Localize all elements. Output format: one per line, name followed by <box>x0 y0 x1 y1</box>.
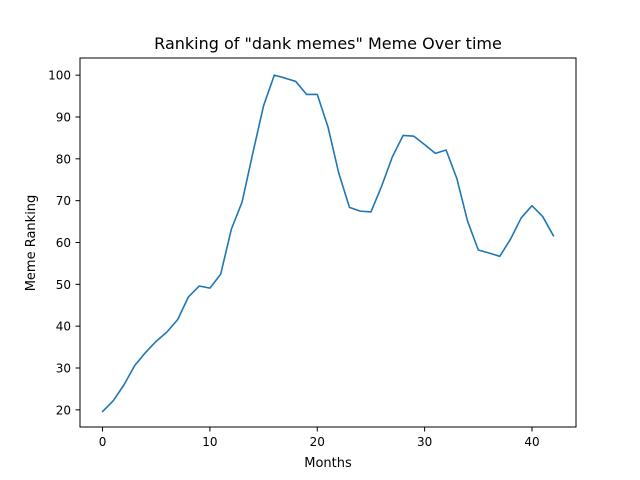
x-axis: 0 10 20 30 40 <box>99 427 540 449</box>
y-tick-label: 90 <box>56 110 71 124</box>
y-tick-label: 20 <box>56 403 71 417</box>
plot-frame <box>79 57 577 428</box>
y-tick-label: 100 <box>48 69 71 83</box>
y-tick-label: 30 <box>56 362 71 376</box>
x-tick-label: 0 <box>99 435 107 449</box>
chart-title: Ranking of "dank memes" Meme Over time <box>154 34 502 53</box>
x-axis-label: Months <box>304 456 352 471</box>
plot-area <box>79 57 577 428</box>
y-tick-label: 60 <box>56 236 71 250</box>
y-axis: 20 30 40 50 60 70 80 90 100 <box>48 69 80 417</box>
y-tick-label: 40 <box>56 320 71 334</box>
x-tick-label: 30 <box>417 435 432 449</box>
y-tick-label: 80 <box>56 152 71 166</box>
series-line-0 <box>101 74 555 413</box>
y-tick-label: 70 <box>56 194 71 208</box>
x-tick-label: 40 <box>524 435 539 449</box>
y-tick-label: 50 <box>56 278 71 292</box>
x-tick-label: 10 <box>202 435 217 449</box>
y-axis-label: Meme Ranking <box>24 195 39 292</box>
x-tick-label: 20 <box>310 435 325 449</box>
